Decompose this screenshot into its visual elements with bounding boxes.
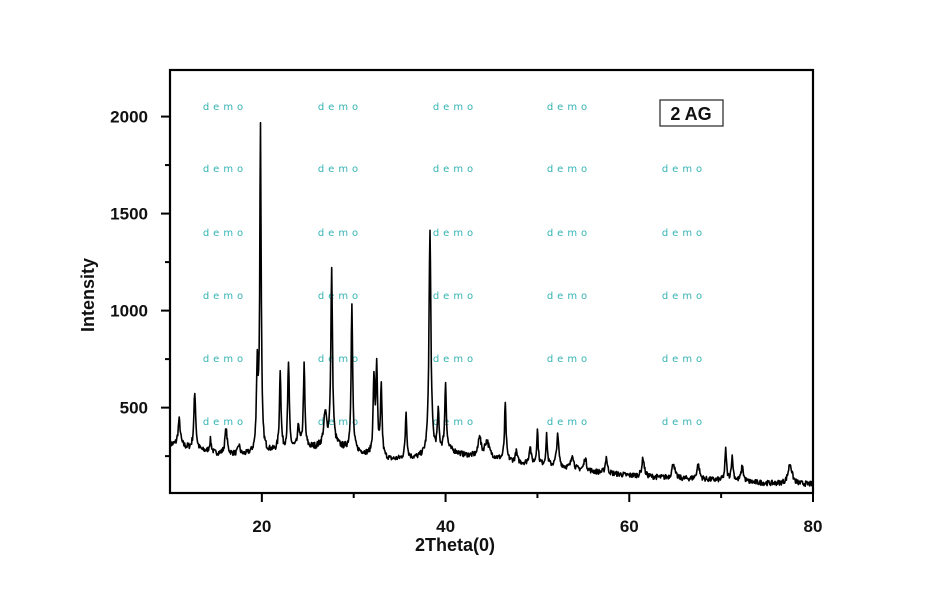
watermark-text: demo: [318, 354, 362, 365]
xrd-pattern-line: [169, 121, 814, 487]
x-tick-label: 60: [620, 517, 639, 536]
watermark-text: demo: [433, 228, 477, 239]
watermark-text: demo: [203, 102, 247, 113]
watermark-text: demo: [433, 164, 477, 175]
watermark-text: demo: [433, 291, 477, 302]
watermark-text: demo: [547, 291, 591, 302]
watermark-text: demo: [203, 354, 247, 365]
watermark-text: demo: [662, 228, 706, 239]
watermark-text: demo: [318, 102, 362, 113]
x-axis-title: 2Theta(0): [415, 535, 495, 555]
watermark-text: demo: [547, 228, 591, 239]
legend: 2 AG: [659, 99, 724, 127]
watermark-text: demo: [662, 164, 706, 175]
y-tick-label: 2000: [110, 108, 148, 127]
watermark-text: demo: [662, 354, 706, 365]
watermark-text: demo: [203, 228, 247, 239]
y-axis-title: Intensity: [78, 258, 98, 332]
watermark-text: demo: [547, 102, 591, 113]
x-tick-label: 20: [252, 517, 271, 536]
watermark-text: demo: [547, 354, 591, 365]
axis-ticks: 20 40 60 80 500 1000 1500 2000: [110, 108, 822, 536]
watermark-text: demo: [662, 417, 706, 428]
legend-box: [659, 99, 724, 127]
watermark-text: demo: [547, 164, 591, 175]
plot-frame: [168, 68, 815, 495]
watermark-text: demo: [203, 417, 247, 428]
y-tick-label: 1500: [110, 205, 148, 224]
legend-label: 2 AG: [670, 104, 711, 124]
watermark-text: demo: [662, 291, 706, 302]
watermark-text: demo: [433, 354, 477, 365]
watermark-text: demo: [433, 102, 477, 113]
watermark-text: demo: [547, 417, 591, 428]
watermark-text: demo: [318, 164, 362, 175]
watermark-text: demo: [318, 228, 362, 239]
watermark-text: demo: [433, 417, 477, 428]
watermark-text: demo: [203, 291, 247, 302]
x-tick-label: 80: [804, 517, 823, 536]
watermark-text: demo: [318, 417, 362, 428]
watermark-text: demo: [203, 164, 247, 175]
x-tick-label: 40: [436, 517, 455, 536]
watermark-text: demo: [318, 291, 362, 302]
y-tick-label: 500: [120, 399, 148, 418]
y-tick-label: 1000: [110, 302, 148, 321]
watermark-layer: demo demo demo demo demo demo demo demo demo demo…: [203, 102, 706, 428]
